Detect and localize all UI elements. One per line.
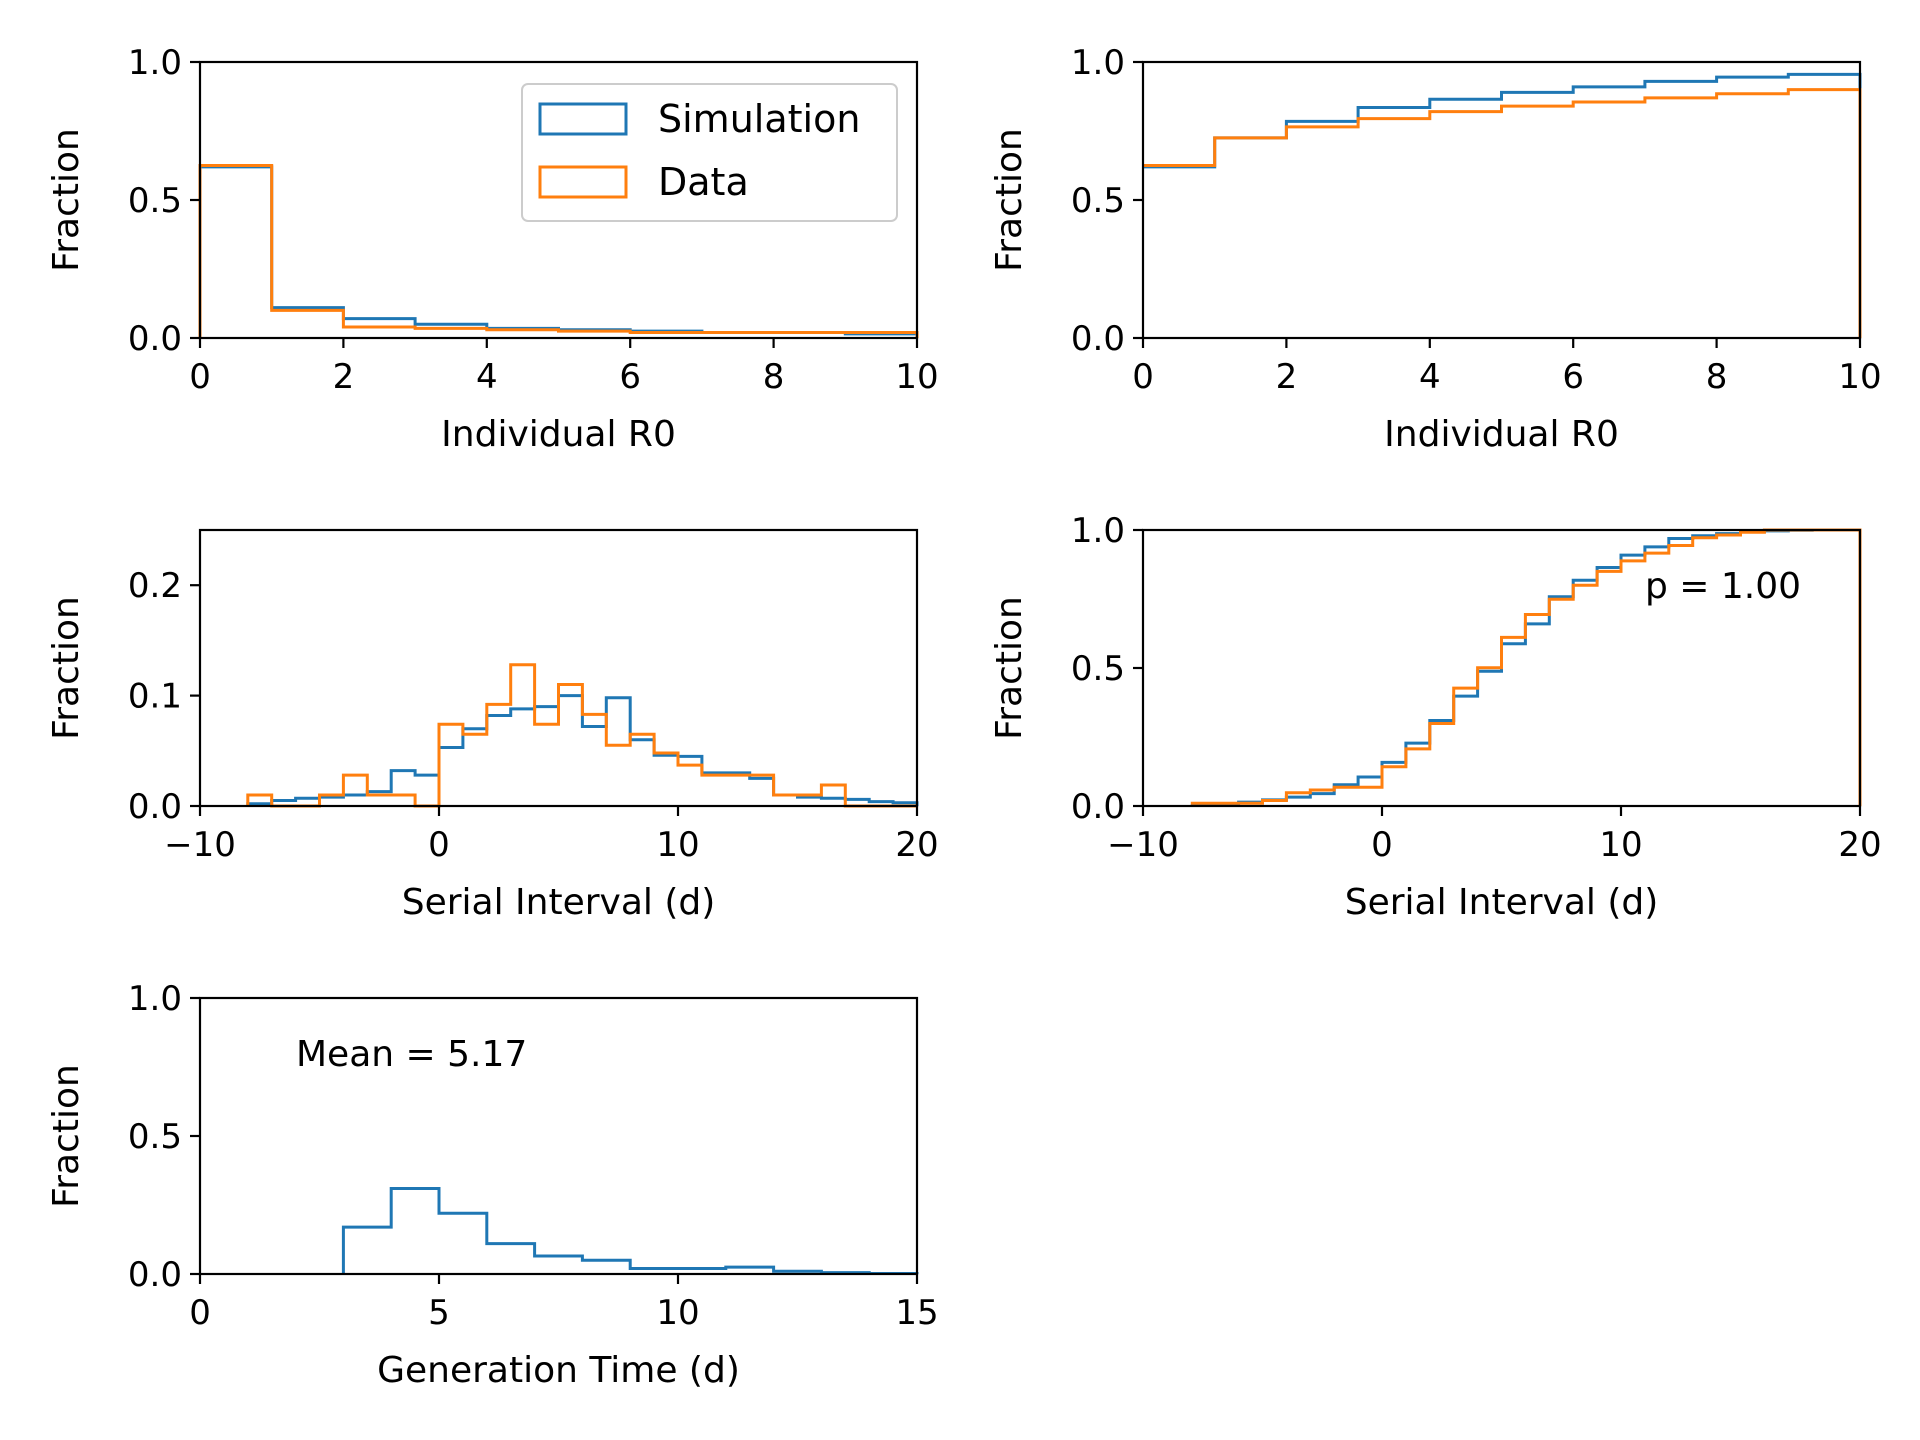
x-tick-label: 2 [1276,357,1298,397]
y-tick-label: 0.5 [1071,649,1125,689]
y-tick-label: 0.5 [128,1117,182,1157]
x-tick-label: 20 [895,825,938,865]
y-tick-label: 0.0 [1071,787,1125,827]
series-line-data [1143,88,1862,338]
mean-annotation: Mean = 5.17 [296,1034,527,1075]
x-tick-label: −10 [164,825,236,865]
plot-layer: −10 0 10 20 0.0 0.1 0.2 Serial Interval (d) Frac… [46,528,939,923]
x-tick-label: −10 [1107,825,1179,865]
x-axis-label: Serial Interval (d) [402,882,716,923]
plot-layer: 0 5 10 15 0.0 0.5 1.0 Generation Time (d) Fracti… [46,979,939,1391]
x-axis-label: Serial Interval (d) [1345,882,1659,923]
y-axis-label: Fraction [989,596,1030,740]
y-axis-label: Fraction [46,128,87,272]
panel-generation-time-histogram: 0 5 10 15 0.0 0.5 1.0 Generation Time (d) Fracti… [46,979,939,1391]
y-tick-label: 1.0 [128,979,182,1019]
plot-layer: −10 0 10 20 0.0 0.5 1.0 Serial Interval (d) Frac… [989,511,1882,923]
x-tick-label: 10 [656,1293,699,1333]
y-tick-label: 1.0 [128,43,182,83]
x-tick-label: 10 [895,357,938,397]
y-tick-label: 0.0 [1071,319,1125,359]
legend-label-simulation: Simulation [658,97,860,141]
x-axis-label: Individual R0 [1384,414,1619,455]
x-tick-label: 10 [656,825,699,865]
x-tick-label: 5 [428,1293,450,1333]
series-line-data [1190,528,1862,806]
plot-frame [1141,60,1862,340]
plot-layer: 0 2 4 6 8 10 0.0 0.5 1.0 Individual R0 Fraction [46,43,939,455]
x-tick-label: 4 [476,357,498,397]
x-tick-label: 4 [1419,357,1441,397]
x-tick-label: 8 [1706,357,1728,397]
x-tick-label: 0 [1371,825,1393,865]
series-line-data [198,164,919,338]
series-line-data [246,663,917,808]
x-tick-label: 10 [1599,825,1642,865]
series-line-simulation [341,1186,919,1275]
panel-r0-histogram: 0 2 4 6 8 10 0.0 0.5 1.0 Individual R0 Fraction Si… [46,43,939,455]
legend: Simulation Data [521,83,898,222]
x-tick-label: 10 [1838,357,1881,397]
panel-serial-interval-cdf: −10 0 10 20 0.0 0.5 1.0 Serial Interval (d) Frac… [989,511,1882,923]
y-tick-label: 1.0 [1071,43,1125,83]
series-line-simulation [1143,72,1862,338]
y-axis-label: Fraction [989,128,1030,272]
y-tick-label: 0.5 [128,181,182,221]
x-axis-label: Individual R0 [441,414,676,455]
panel-r0-cdf: 0 2 4 6 8 10 0.0 0.5 1.0 Individual R0 Fraction [989,43,1882,455]
y-tick-label: 0.0 [128,1255,182,1295]
y-tick-label: 0.0 [128,319,182,359]
x-tick-label: 0 [189,357,211,397]
x-tick-label: 2 [333,357,355,397]
panel-serial-interval-histogram: −10 0 10 20 0.0 0.1 0.2 Serial Interval (d) Frac… [46,528,939,923]
x-axis-label: Generation Time (d) [377,1350,740,1391]
p-value-annotation: p = 1.00 [1645,566,1801,607]
plot-layer: 0 2 4 6 8 10 0.0 0.5 1.0 Individual R0 Fraction [989,43,1882,455]
x-tick-label: 6 [1562,357,1584,397]
y-tick-label: 0.0 [128,787,182,827]
x-tick-label: 20 [1838,825,1881,865]
x-tick-label: 0 [428,825,450,865]
legend-swatch-data [538,165,628,199]
y-axis-label: Fraction [46,1064,87,1208]
legend-box [521,83,898,222]
legend-swatch-simulation [538,102,628,136]
y-tick-label: 0.2 [128,566,182,606]
x-tick-label: 15 [895,1293,938,1333]
y-tick-label: 0.1 [128,677,182,717]
x-tick-label: 6 [619,357,641,397]
plot-frame [198,528,919,808]
y-tick-label: 1.0 [1071,511,1125,551]
y-axis-label: Fraction [46,596,87,740]
legend-label-data: Data [658,160,749,204]
x-tick-label: 0 [1132,357,1154,397]
x-tick-label: 0 [189,1293,211,1333]
y-tick-label: 0.5 [1071,181,1125,221]
x-tick-label: 8 [763,357,785,397]
